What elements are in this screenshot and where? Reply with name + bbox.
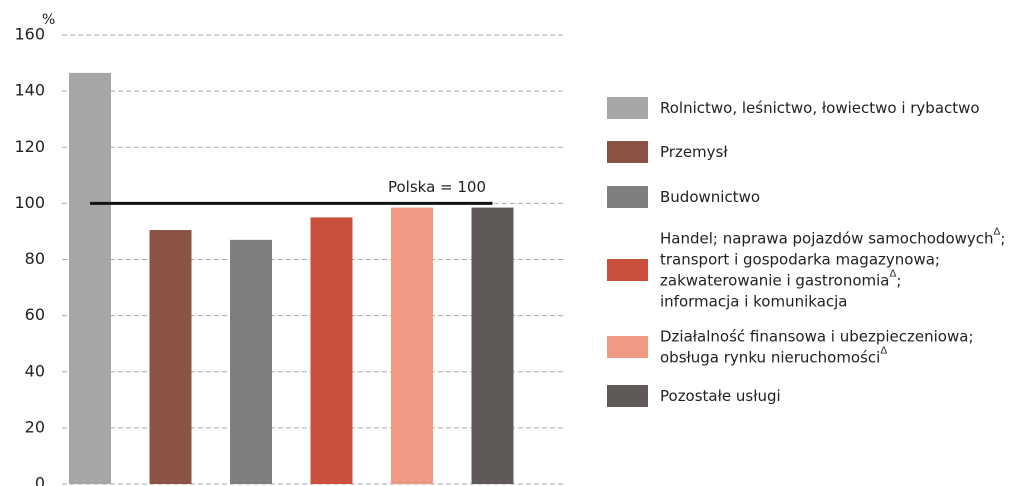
legend-swatch [607,186,648,208]
legend-label: Rolnictwo, leśnictwo, łowiectwo i rybact… [660,99,980,117]
y-tick-label: 160 [14,25,45,44]
legend-swatch [607,259,648,281]
legend-swatch [607,97,648,119]
y-tick-label: 80 [25,249,45,268]
bar [230,239,272,484]
legend-swatch [607,385,648,407]
legend-swatch [607,336,648,358]
legend-label: Działalność finansowa i ubezpieczeniowa;… [660,327,974,366]
reference-label: Polska = 100 [388,178,486,196]
bar [149,230,192,484]
bar [310,217,353,484]
bar [391,207,433,484]
legend-label: Handel; naprawa pojazdów samochodowychΔ​… [660,227,1005,311]
y-tick-label: 20 [25,417,45,436]
legend-label: Budownictwo [660,188,760,206]
y-tick-label: 120 [14,137,45,156]
bar [69,72,111,485]
y-tick-label: 60 [25,305,45,324]
y-tick-label: 40 [25,361,45,380]
y-tick-label: 0 [35,474,45,486]
legend-swatch [607,141,648,163]
y-tick-label: 100 [14,193,45,212]
bar [471,207,514,484]
y-axis-label: % [42,12,55,28]
y-tick-label: 140 [14,81,45,100]
legend-label: Przemysł [660,143,728,161]
legend-label: Pozostałe usługi [660,387,781,405]
